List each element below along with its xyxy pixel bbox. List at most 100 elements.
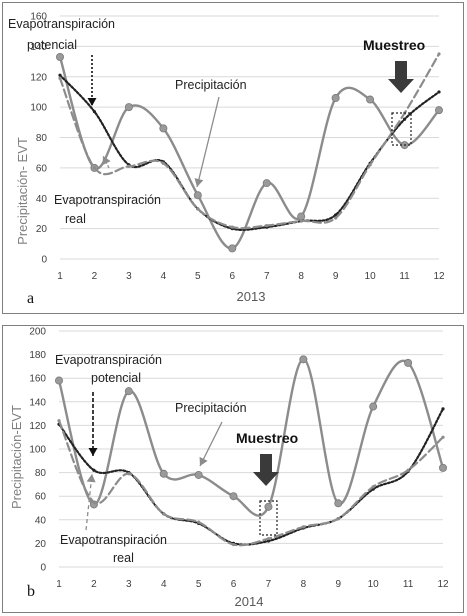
x-tick-label: 4: [161, 271, 167, 282]
x-tick-label: 10: [365, 271, 377, 282]
y-tick-label: 40: [36, 194, 48, 205]
chart-b-annotations: Evapotranspiración potencial Precipitación…: [55, 353, 298, 565]
data-point: [230, 225, 234, 229]
data-point: [193, 191, 202, 200]
data-point: [229, 492, 238, 501]
y-tick-label: 200: [29, 327, 46, 338]
data-point: [369, 402, 378, 411]
x-tick-label: 2: [92, 271, 98, 282]
data-point: [159, 469, 168, 478]
data-point: [92, 166, 97, 170]
x-tick-label: 9: [333, 271, 339, 282]
x-tick-label: 3: [126, 579, 132, 590]
chart-a-ylabel: Precipitación- EVT: [15, 137, 30, 245]
y-tick-label: 0: [40, 563, 46, 574]
annotation-label: real: [113, 551, 134, 565]
data-point: [197, 520, 201, 524]
data-point: [92, 500, 96, 504]
data-point: [162, 512, 166, 516]
annotation-label: Muestreo: [363, 37, 425, 53]
annotation-arrow: [85, 473, 93, 531]
data-point: [297, 212, 306, 221]
data-point: [266, 539, 271, 543]
sampling-box: [391, 112, 412, 146]
y-tick-label: 40: [35, 515, 47, 526]
chart-b-grid: [59, 330, 443, 568]
data-point: [124, 103, 133, 112]
annotation-arrowhead: [199, 456, 208, 466]
x-tick-label: 7: [264, 271, 270, 282]
series-line: [58, 52, 441, 230]
data-point: [127, 164, 131, 168]
data-point: [159, 124, 168, 133]
x-tick-label: 3: [126, 271, 132, 282]
data-point: [92, 468, 96, 472]
data-point: [57, 419, 61, 423]
annotation-label: potencial: [91, 371, 141, 385]
data-point: [124, 387, 133, 396]
data-point: [441, 435, 445, 439]
y-tick-label: 160: [29, 374, 46, 385]
data-point: [56, 53, 65, 62]
data-point: [127, 472, 131, 476]
x-tick-label: 4: [161, 579, 167, 590]
y-tick-label: 100: [30, 103, 47, 114]
x-tick-label: 7: [266, 579, 272, 590]
data-point: [264, 502, 273, 511]
data-point: [406, 468, 410, 472]
annotation-label: Evapotranspiración: [8, 17, 115, 31]
annotation-label: Muestreo: [236, 430, 298, 446]
x-tick-label: 2: [91, 579, 97, 590]
x-tick-label: 12: [437, 579, 449, 590]
chart-panel-a: 0 20 40 60 80 100 120 140 160 1 2 3 4 5 6 7 8 9 10 11 12 Eva…: [2, 2, 464, 314]
data-point: [299, 219, 303, 223]
annotation-label: real: [65, 212, 86, 226]
data-point: [336, 517, 340, 521]
x-tick-label: 12: [433, 271, 445, 282]
x-tick-label: 11: [399, 271, 410, 282]
y-tick-label: 20: [36, 224, 48, 235]
x-tick-label: 6: [231, 579, 237, 590]
x-tick-label: 9: [335, 579, 341, 590]
data-point: [265, 223, 269, 228]
annotation-label: Evapotranspiración: [55, 353, 162, 367]
x-tick-label: 6: [229, 271, 235, 282]
annotation-arrow: [196, 96, 220, 188]
data-point: [228, 244, 237, 253]
y-tick-label: 160: [30, 12, 47, 23]
annotation-label: potencial: [27, 38, 77, 52]
annotation-arrowhead: [88, 448, 98, 456]
chart-a-xlabel: 2013: [237, 289, 266, 304]
data-point: [334, 216, 338, 220]
y-tick-label: 60: [35, 492, 47, 503]
data-point: [161, 161, 165, 165]
chart-panel-b: 0 20 40 60 80 100 120 140 160 180 200 1 2 3 4 5 6 7 8 9 10 11…: [2, 325, 464, 613]
data-point: [331, 94, 340, 103]
data-point: [262, 179, 271, 188]
data-point: [55, 376, 64, 385]
data-point: [301, 525, 305, 529]
data-point: [58, 76, 62, 80]
annotation-arrowhead: [87, 98, 97, 106]
data-point: [366, 95, 375, 104]
y-tick-label: 80: [35, 468, 47, 479]
data-point: [58, 73, 62, 77]
data-point: [334, 213, 338, 217]
data-point: [196, 207, 200, 211]
annotation-label: Evapotranspiración: [60, 533, 167, 547]
data-point: [299, 355, 308, 364]
annotation-arrow: [199, 421, 223, 467]
annotation-arrowhead: [194, 178, 204, 187]
chart-b-series: [55, 355, 447, 547]
data-point: [231, 542, 236, 547]
annotation-label: Precipitación: [175, 401, 247, 415]
x-tick-label: 8: [298, 271, 304, 282]
x-tick-label: 8: [301, 579, 307, 590]
data-point: [92, 110, 97, 114]
data-point: [437, 90, 441, 94]
annotation-arrowhead: [102, 156, 111, 166]
x-tick-label: 5: [195, 271, 201, 282]
